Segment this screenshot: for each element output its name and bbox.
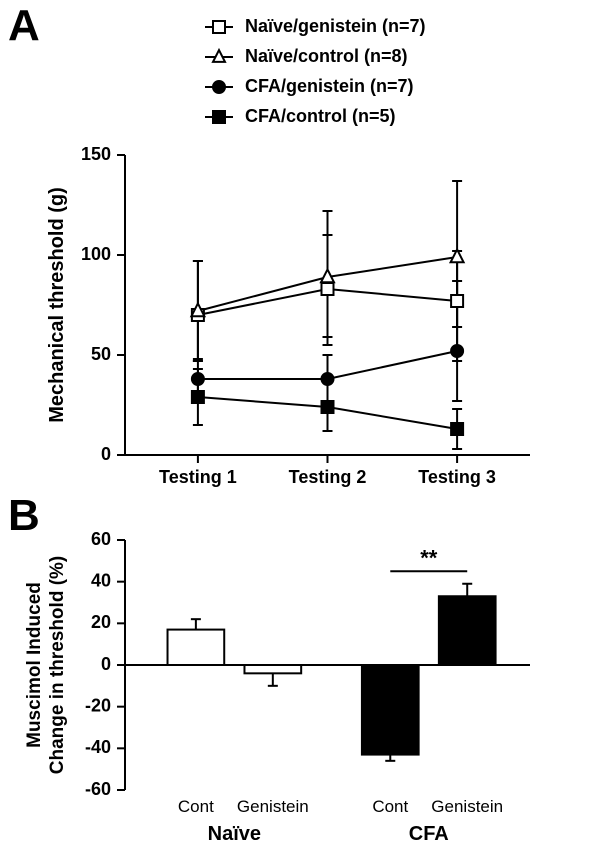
svg-text:Change in threshold (%): Change in threshold (%) <box>47 556 68 775</box>
svg-text:Cont: Cont <box>372 797 408 816</box>
svg-text:0: 0 <box>101 654 111 674</box>
svg-text:-20: -20 <box>85 695 111 715</box>
svg-text:Muscimol Induced: Muscimol Induced <box>24 582 45 748</box>
svg-text:-60: -60 <box>85 779 111 799</box>
panel-b-chart: -60 -40 -20 0 20 40 60 Muscimol InducedChange i… <box>0 0 598 867</box>
svg-text:CFA: CFA <box>409 823 449 845</box>
svg-text:Genistein: Genistein <box>237 797 309 816</box>
svg-text:-40: -40 <box>85 737 111 757</box>
svg-text:40: 40 <box>91 570 111 590</box>
figure: A B Naïve/genistein (n=7)Naïve/control (… <box>0 0 598 867</box>
svg-text:**: ** <box>420 545 438 570</box>
svg-text:20: 20 <box>91 612 111 632</box>
svg-text:60: 60 <box>91 529 111 549</box>
svg-text:Cont: Cont <box>178 797 214 816</box>
svg-text:Genistein: Genistein <box>431 797 503 816</box>
svg-text:Naïve: Naïve <box>208 823 261 845</box>
